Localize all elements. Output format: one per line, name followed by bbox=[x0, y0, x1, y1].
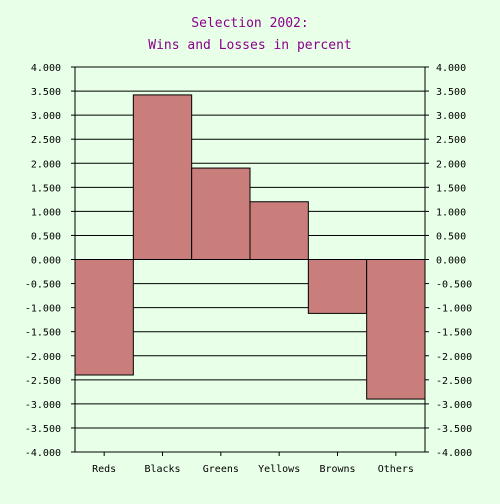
y-tick-label-right: 1.500 bbox=[436, 183, 466, 194]
y-tick-label-right: -2.000 bbox=[436, 352, 472, 363]
y-tick-label-left: 3.500 bbox=[31, 87, 61, 98]
y-tick-label-left: -2.500 bbox=[25, 376, 61, 387]
y-tick-label-left: -3.000 bbox=[25, 400, 61, 411]
y-axis-labels-right: 4.000 3.500 3.000 2.500 2.000 1.500 1.000 0.500… bbox=[436, 63, 472, 459]
bar-greens bbox=[191, 167, 251, 260]
x-tick-label: Others bbox=[378, 464, 414, 475]
y-tick-label-right: 0.000 bbox=[436, 256, 466, 267]
axes bbox=[71, 66, 429, 456]
y-tick-label-right: -4.000 bbox=[436, 448, 472, 459]
chart-title-line2: Wins and Losses in percent bbox=[148, 38, 352, 53]
y-tick-label-right: 2.000 bbox=[436, 159, 466, 170]
plot-frame bbox=[74, 66, 426, 453]
x-tick-label: Yellows bbox=[258, 464, 300, 475]
y-tick-label-left: 1.000 bbox=[31, 207, 61, 218]
y-tick-label-left: 0.500 bbox=[31, 231, 61, 242]
y-tick-label-right: 3.500 bbox=[436, 87, 466, 98]
y-tick-label-right: -2.500 bbox=[436, 376, 472, 387]
bar-browns bbox=[307, 259, 368, 314]
bars bbox=[74, 94, 426, 400]
bar-others bbox=[366, 259, 426, 400]
y-tick-label-right: -3.500 bbox=[436, 424, 472, 435]
x-tick-label: Browns bbox=[319, 464, 355, 475]
y-tick-label-right: 0.500 bbox=[436, 231, 466, 242]
y-tick-label-left: 2.000 bbox=[31, 159, 61, 170]
chart-title-line1: Selection 2002: bbox=[191, 16, 308, 31]
bar-reds bbox=[74, 259, 134, 376]
y-tick-label-left: -0.500 bbox=[25, 280, 61, 291]
y-tick-label-right: -1.500 bbox=[436, 328, 472, 339]
x-tick-label: Reds bbox=[92, 464, 116, 475]
y-tick-label-right: -1.000 bbox=[436, 304, 472, 315]
y-tick-label-right: -0.500 bbox=[436, 280, 472, 291]
bar-yellows bbox=[249, 201, 309, 260]
y-tick-label-left: -1.500 bbox=[25, 328, 61, 339]
y-tick-label-right: 3.000 bbox=[436, 111, 466, 122]
y-tick-label-right: 4.000 bbox=[436, 63, 466, 74]
y-tick-label-left: -2.000 bbox=[25, 352, 61, 363]
y-tick-label-left: 1.500 bbox=[31, 183, 61, 194]
y-tick-label-left: -1.000 bbox=[25, 304, 61, 315]
y-tick-label-right: 1.000 bbox=[436, 207, 466, 218]
bar-blacks bbox=[132, 94, 193, 260]
y-tick-label-left: 3.000 bbox=[31, 111, 61, 122]
y-tick-label-left: -3.500 bbox=[25, 424, 61, 435]
y-tick-label-left: 0.000 bbox=[31, 256, 61, 267]
y-tick-label-left: 2.500 bbox=[31, 135, 61, 146]
y-tick-label-right: 2.500 bbox=[436, 135, 466, 146]
y-tick-label-left: -4.000 bbox=[25, 448, 61, 459]
y-tick-label-right: -3.000 bbox=[436, 400, 472, 411]
x-tick-label: Blacks bbox=[144, 464, 180, 475]
y-axis-labels-left: 4.000 3.500 3.000 2.500 2.000 1.500 1.000 0.500… bbox=[25, 63, 61, 459]
x-tick-label: Greens bbox=[203, 464, 239, 475]
x-axis-labels: Reds Blacks Greens Yellows Browns Others bbox=[92, 464, 414, 475]
y-tick-label-left: 4.000 bbox=[31, 63, 61, 74]
